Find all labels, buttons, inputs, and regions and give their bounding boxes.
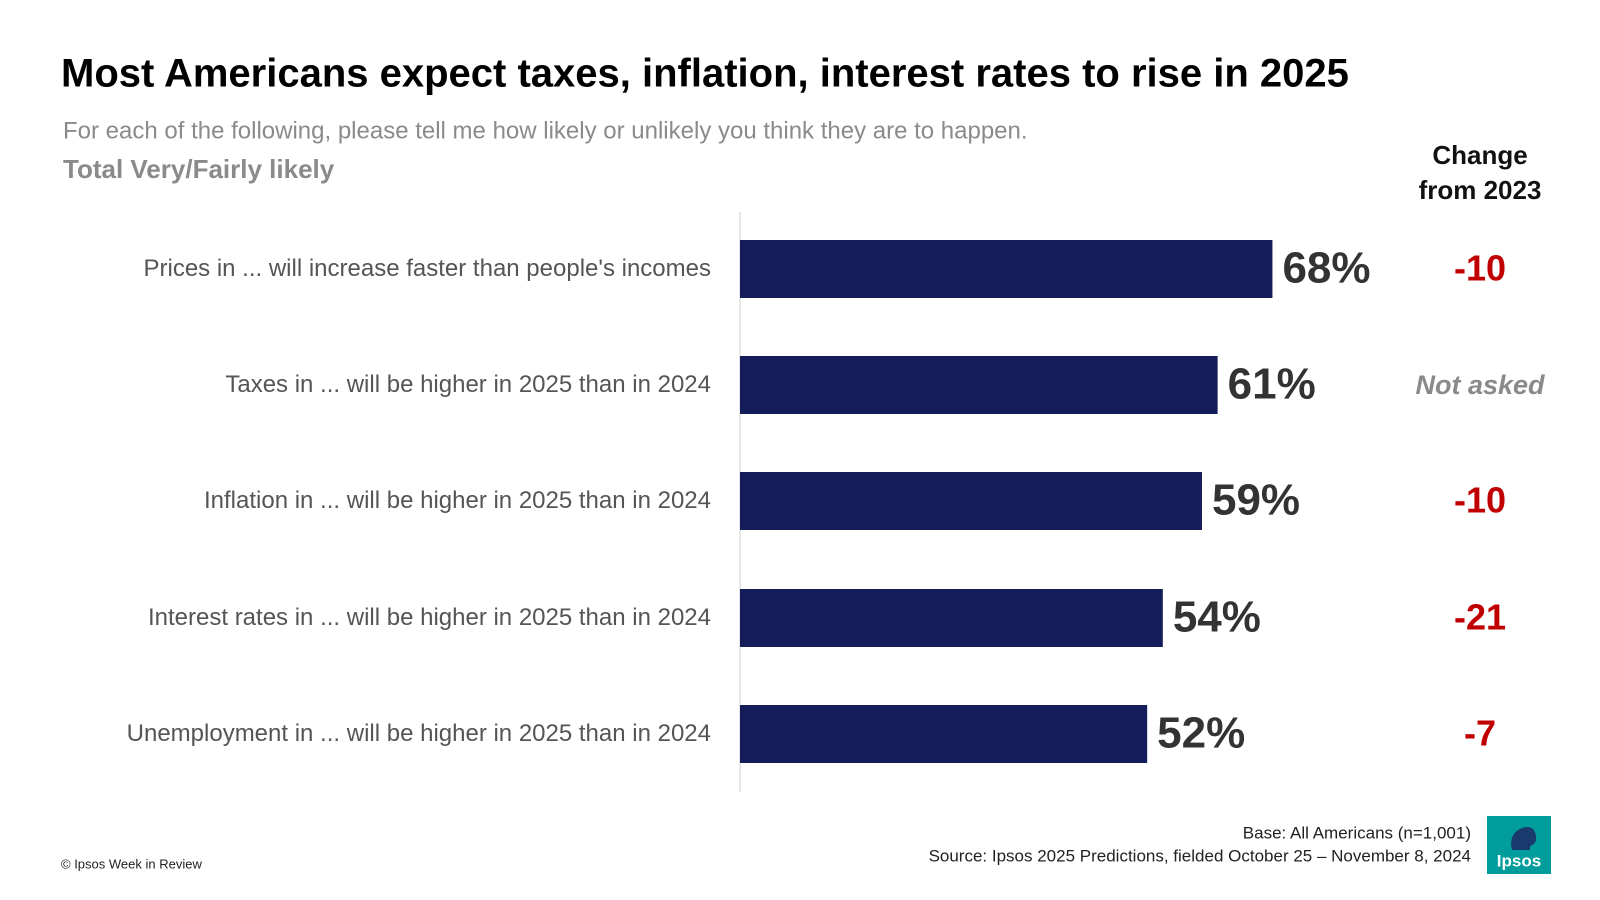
base-note: Base: All Americans (n=1,001) [1243, 823, 1471, 842]
category-label: Inflation in ... will be higher in 2025 … [203, 487, 711, 514]
bar [740, 240, 1273, 298]
bar [740, 356, 1218, 414]
category-label: Unemployment in ... will be higher in 20… [126, 720, 711, 747]
chart-title: Most Americans expect taxes, inflation, … [61, 52, 1349, 96]
category-label: Interest rates in ... will be higher in … [147, 604, 711, 631]
value-label: 52% [1157, 709, 1245, 758]
logo-text: Ipsos [1497, 851, 1541, 870]
change-header: Change from 2023 [1418, 140, 1542, 205]
bar [740, 589, 1163, 647]
value-label: 59% [1212, 476, 1300, 525]
change-label: -10 [1454, 248, 1506, 289]
bar [740, 705, 1148, 763]
value-label: 54% [1173, 593, 1261, 642]
value-label: 68% [1282, 244, 1370, 293]
change-label: Not asked [1415, 370, 1545, 400]
bar [740, 472, 1202, 530]
measure-label: Total Very/Fairly likely [63, 154, 335, 184]
copyright: © Ipsos Week in Review [61, 856, 202, 871]
source: Source: Ipsos 2025 Predictions, fielded … [929, 846, 1471, 865]
subtitle: For each of the following, please tell m… [63, 117, 1028, 144]
change-label: -7 [1464, 713, 1496, 754]
category-label: Taxes in ... will be higher in 2025 than… [225, 371, 711, 398]
category-label: Prices in ... will increase faster than … [143, 255, 711, 282]
logo-icon [1511, 827, 1537, 850]
change-label: -21 [1454, 597, 1506, 638]
change-label: -10 [1454, 480, 1506, 521]
value-label: 61% [1228, 360, 1316, 409]
